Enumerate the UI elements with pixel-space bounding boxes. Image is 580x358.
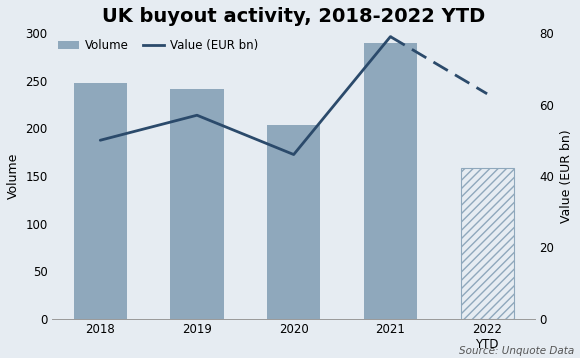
Title: UK buyout activity, 2018-2022 YTD: UK buyout activity, 2018-2022 YTD [102, 7, 485, 26]
Y-axis label: Value (EUR bn): Value (EUR bn) [560, 129, 573, 223]
Y-axis label: Volume: Volume [7, 153, 20, 199]
Bar [461, 168, 514, 319]
Legend: Volume, Value (EUR bn): Volume, Value (EUR bn) [58, 39, 259, 52]
Bar [171, 89, 223, 319]
Bar [267, 125, 320, 319]
Bar [461, 168, 514, 319]
Text: Source: Unquote Data: Source: Unquote Data [459, 346, 574, 356]
Bar [364, 43, 417, 319]
Bar [74, 83, 127, 319]
